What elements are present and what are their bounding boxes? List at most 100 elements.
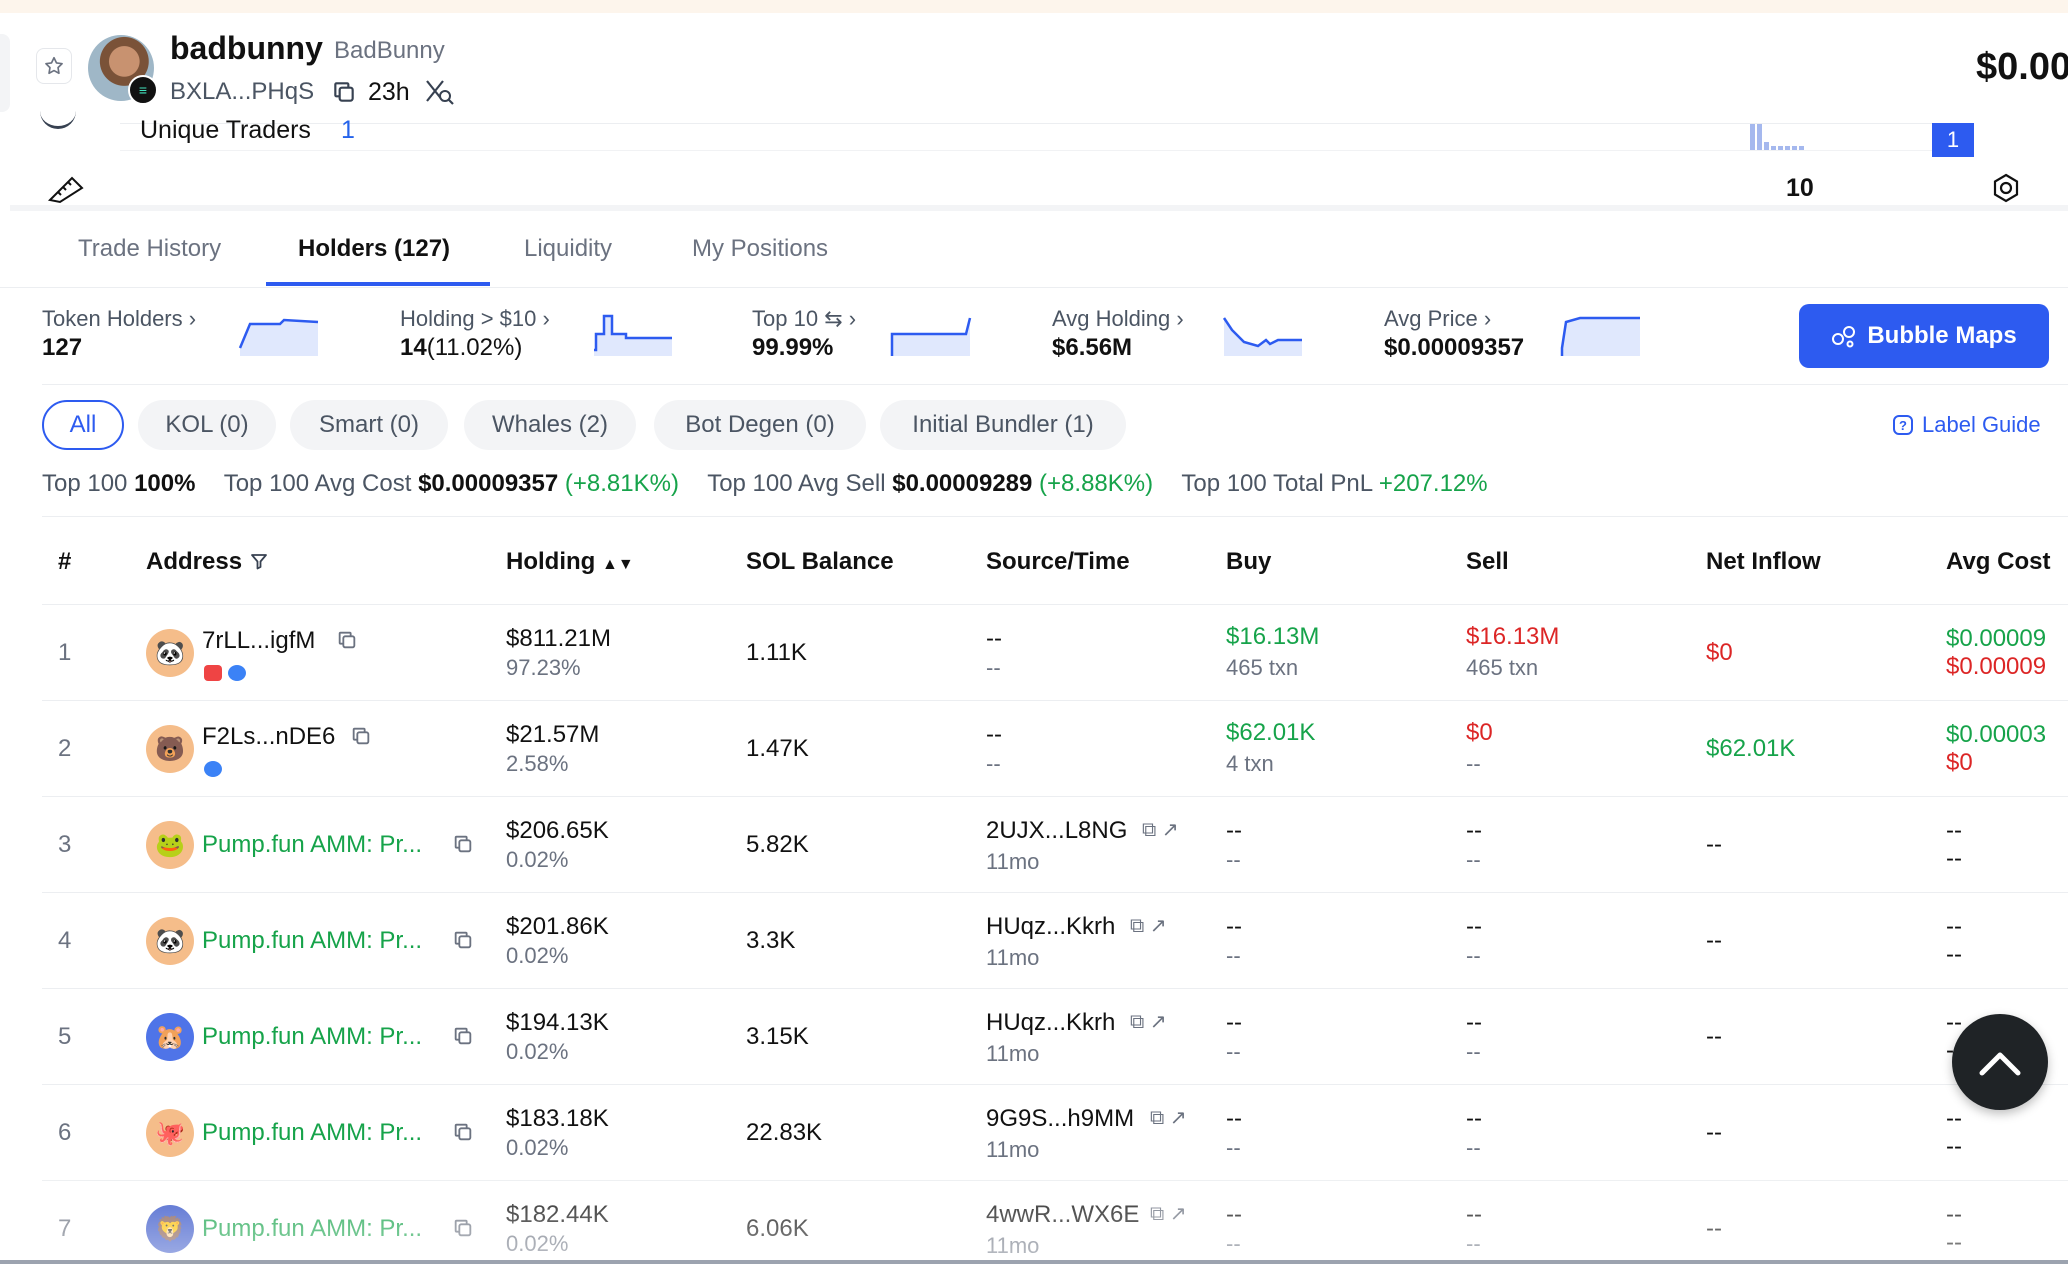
copy-icon[interactable] [452,1217,474,1239]
sell-txn: -- [1466,1039,1481,1064]
filter-whales[interactable]: Whales (2) [464,400,636,450]
active-tab-indicator [266,282,490,286]
copy-address-icon[interactable] [331,79,357,110]
col-sell: Sell [1466,548,1509,575]
help-icon: ? [1893,415,1913,435]
copy-icon[interactable] [452,1121,474,1143]
metric-avg-holding[interactable]: Avg Holding › $6.56M [1052,306,1184,362]
token-avatar: ≡ [88,35,158,105]
copy-icon[interactable] [452,929,474,951]
scroll-to-top-button[interactable] [1952,1014,2048,1110]
holder-address[interactable]: Pump.fun AMM: Pr... [202,1119,423,1146]
token-address: BXLA...PHqS [170,78,315,105]
copy-link-icons[interactable]: ⧉ ↗ [1130,1011,1167,1033]
source-time: 11mo [986,849,1040,874]
filter-initial-bundler[interactable]: Initial Bundler (1) [880,400,1126,450]
copy-icon[interactable] [336,629,358,651]
metric-top-10[interactable]: Top 10 ⇆ › 99.99% [752,306,856,362]
panda-avatar: 🐼 [146,917,194,965]
copy-icon[interactable] [452,833,474,855]
favorite-button[interactable] [36,48,72,84]
frog-avatar: 🐸 [146,821,194,869]
table-row[interactable]: 2 🐻 F2Ls...nDE6 $21.57M 2.58% 1.47K -- -… [0,701,2068,797]
tab-my-positions[interactable]: My Positions [692,235,829,262]
panda-avatar: 🐼 [146,629,194,677]
metric-value: 99.99% [752,334,834,361]
holding-value: $183.18K [506,1105,609,1132]
sell-txn: -- [1466,943,1481,968]
whale-tag-icon [228,665,246,681]
holder-address[interactable]: Pump.fun AMM: Pr... [202,1215,423,1242]
filter-smart[interactable]: Smart (0) [290,400,448,450]
bubbles-icon [1832,326,1856,348]
filter-icon[interactable] [249,551,269,571]
unique-traders-value: 1 [341,116,355,144]
unique-traders-label: Unique Traders [140,116,311,144]
source[interactable]: 9G9S...h9MM [986,1105,1135,1132]
net-inflow: $0 [1706,639,1733,666]
metric-label: Top 10 [752,306,819,331]
table-row[interactable]: 1 🐼 7rLL...igfM $811.21M 97.23% 1.11K --… [0,605,2068,701]
chevron-right-icon: › [188,306,197,331]
metric-avg-price[interactable]: Avg Price › $0.00009357 [1384,306,1524,362]
holder-address[interactable]: Pump.fun AMM: Pr... [202,927,423,954]
source[interactable]: HUqz...Kkrh [986,1009,1116,1036]
bubble-maps-label: Bubble Maps [1867,322,2017,349]
source[interactable]: 2UJX...L8NG [986,817,1128,844]
source[interactable]: HUqz...Kkrh [986,913,1116,940]
net-inflow: -- [1706,1215,1722,1242]
filter-kol[interactable]: KOL (0) [138,400,276,450]
net-inflow: -- [1706,831,1722,858]
holder-address[interactable]: Pump.fun AMM: Pr... [202,1023,423,1050]
label-guide-link[interactable]: ? Label Guide [1892,412,2041,438]
holding-value: $21.57M [506,721,600,748]
copy-link-icons[interactable]: ⧉ ↗ [1150,1107,1187,1129]
holding-value: $201.86K [506,913,609,940]
filter-bot-degen[interactable]: Bot Degen (0) [654,400,866,450]
holder-address[interactable]: 7rLL...igfM [202,627,316,654]
token-header: ≡ badbunny BadBunny BXLA...PHqS 23h $0.0… [0,13,2068,123]
table-row[interactable]: 5 🐹 Pump.fun AMM: Pr... $194.13K 0.02% 3… [0,989,2068,1085]
ruler-icon[interactable] [46,174,86,209]
x-search-icon[interactable] [424,78,454,111]
table-row[interactable]: 3 🐸 Pump.fun AMM: Pr... $206.65K 0.02% 5… [0,797,2068,893]
table-row[interactable]: 4 🐼 Pump.fun AMM: Pr... $201.86K 0.02% 3… [0,893,2068,989]
copy-icon[interactable] [452,1025,474,1047]
avg-sell: $0.00009 [1946,653,2047,680]
divider [42,384,2068,385]
holding-value: $194.13K [506,1009,609,1036]
avg-sell: -- [1946,941,1962,968]
metric-label: Holding > $10 [400,306,537,331]
holding-pct: 97.23% [506,655,581,680]
source[interactable]: 4wwR...WX6E [986,1201,1140,1228]
buy-value: $62.01K [1226,719,1316,746]
tab-liquidity[interactable]: Liquidity [524,235,613,262]
sort-icon[interactable]: ▲▼ [601,556,634,573]
holder-address[interactable]: Pump.fun AMM: Pr... [202,831,423,858]
copy-link-icons[interactable]: ⧉ ↗ [1150,1203,1187,1225]
table-row[interactable]: 6 🐙 Pump.fun AMM: Pr... $183.18K 0.02% 2… [0,1085,2068,1181]
lion-avatar: 🦁 [146,1205,194,1253]
tab-holders[interactable]: Holders (127) [298,235,451,262]
holding-pct: 0.02% [506,1039,569,1064]
col-address[interactable]: Address [146,548,269,576]
copy-link-icons[interactable]: ⧉ ↗ [1130,915,1167,937]
source-time: -- [986,655,1001,680]
col-holding[interactable]: Holding ▲▼ [506,548,634,576]
metric-holding-over-10[interactable]: Holding > $10 › 14(11.02%) [400,306,550,362]
metric-label: Token Holders [42,306,183,331]
copy-icon[interactable] [350,725,372,747]
metric-token-holders[interactable]: Token Holders › 127 [42,306,196,362]
copy-link-icons[interactable]: ⧉ ↗ [1142,819,1179,841]
count-label: 10 [1786,174,1814,202]
tab-trade-history[interactable]: Trade History [78,235,222,262]
net-inflow: -- [1706,1023,1722,1050]
filter-all[interactable]: All [42,400,124,450]
settings-icon[interactable] [1990,172,2022,209]
avg-cost: -- [1946,1201,1962,1228]
sol-balance: 22.83K [746,1119,823,1146]
avg-price-sparkline [1560,316,1640,356]
bubble-maps-button[interactable]: Bubble Maps [1799,304,2049,368]
holder-address[interactable]: F2Ls...nDE6 [202,723,336,750]
metric-value-pct: (11.02%) [426,334,523,361]
